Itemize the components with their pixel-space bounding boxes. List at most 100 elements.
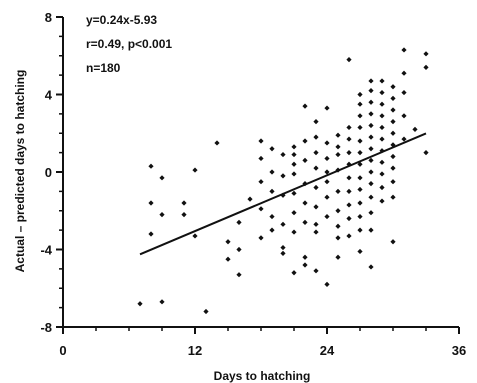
data-point [357, 227, 363, 233]
x-axis-label: Days to hatching [214, 369, 311, 383]
data-point [291, 210, 297, 216]
data-point [390, 84, 396, 90]
data-point [225, 256, 231, 262]
data-point [313, 221, 319, 227]
data-point [335, 167, 341, 173]
data-point [291, 161, 297, 167]
data-point [302, 181, 308, 187]
data-point [192, 167, 198, 173]
data-point [280, 192, 286, 198]
data-point [302, 103, 308, 109]
x-tick-label: 24 [320, 343, 335, 358]
data-point [313, 268, 319, 274]
data-point [390, 153, 396, 160]
data-point [313, 134, 319, 140]
data-point [357, 186, 363, 193]
data-point [401, 113, 407, 119]
data-point [346, 175, 352, 181]
data-point [379, 89, 385, 96]
data-point [269, 213, 275, 220]
data-point [423, 51, 429, 57]
data-point [368, 111, 374, 117]
data-point [291, 151, 297, 158]
y-tick-label: 8 [45, 10, 52, 25]
data-point [357, 113, 363, 119]
data-point [412, 126, 418, 132]
data-point [368, 169, 374, 175]
data-point [368, 88, 374, 94]
data-point [379, 159, 385, 165]
data-point [346, 150, 352, 156]
data-point [258, 155, 264, 162]
data-point [302, 138, 308, 144]
data-point [269, 188, 275, 194]
data-point [379, 101, 385, 107]
data-point [258, 235, 264, 241]
x-tick-label: 12 [188, 343, 202, 358]
data-point [324, 105, 330, 111]
data-point [368, 264, 374, 270]
y-tick-label: -4 [40, 243, 52, 258]
data-point [324, 213, 330, 220]
data-point [214, 140, 220, 146]
data-point [313, 204, 319, 210]
data-point [390, 95, 396, 101]
data-point [346, 188, 352, 194]
data-point [368, 227, 374, 233]
data-point [324, 179, 330, 185]
data-point [368, 157, 374, 163]
data-point [324, 194, 330, 200]
data-point [159, 212, 165, 218]
data-point [401, 47, 407, 53]
equation-annotation: y=0.24x-5.93 [86, 13, 157, 27]
data-point [390, 179, 396, 185]
data-point [390, 239, 396, 245]
data-point [148, 163, 154, 169]
data-point [302, 157, 308, 163]
data-point [357, 248, 363, 255]
data-point [302, 219, 308, 225]
y-tick-label: -8 [40, 320, 52, 335]
data-point [313, 229, 319, 235]
data-point [379, 78, 385, 84]
data-point [357, 161, 363, 167]
data-point [357, 150, 363, 156]
y-tick-label: 0 [45, 165, 52, 180]
data-point [335, 235, 341, 241]
data-point [324, 140, 330, 146]
data-point [291, 171, 297, 177]
data-point [357, 175, 363, 181]
data-point [247, 196, 253, 202]
data-point [346, 57, 352, 63]
data-point [368, 134, 374, 140]
data-point [379, 184, 385, 191]
data-point [368, 78, 374, 84]
data-point [324, 281, 330, 287]
data-point [379, 113, 385, 119]
data-point [379, 171, 385, 177]
data-point [225, 239, 231, 245]
data-point [302, 262, 308, 268]
data-point [313, 184, 319, 191]
data-point [236, 272, 242, 278]
data-point [280, 173, 286, 179]
data-point [324, 169, 330, 175]
data-point [335, 208, 341, 214]
data-point [390, 130, 396, 136]
data-point [401, 89, 407, 96]
data-point [346, 161, 352, 167]
data-point [346, 124, 352, 131]
data-point [181, 212, 187, 218]
data-point [335, 254, 341, 260]
data-point [280, 250, 286, 256]
data-point [302, 254, 308, 260]
data-point [423, 64, 429, 70]
data-point [368, 146, 374, 152]
data-point [357, 101, 363, 107]
x-tick-label: 36 [452, 343, 466, 358]
data-point [335, 132, 341, 138]
data-point [192, 233, 198, 239]
data-point [280, 244, 286, 251]
data-point [379, 136, 385, 142]
